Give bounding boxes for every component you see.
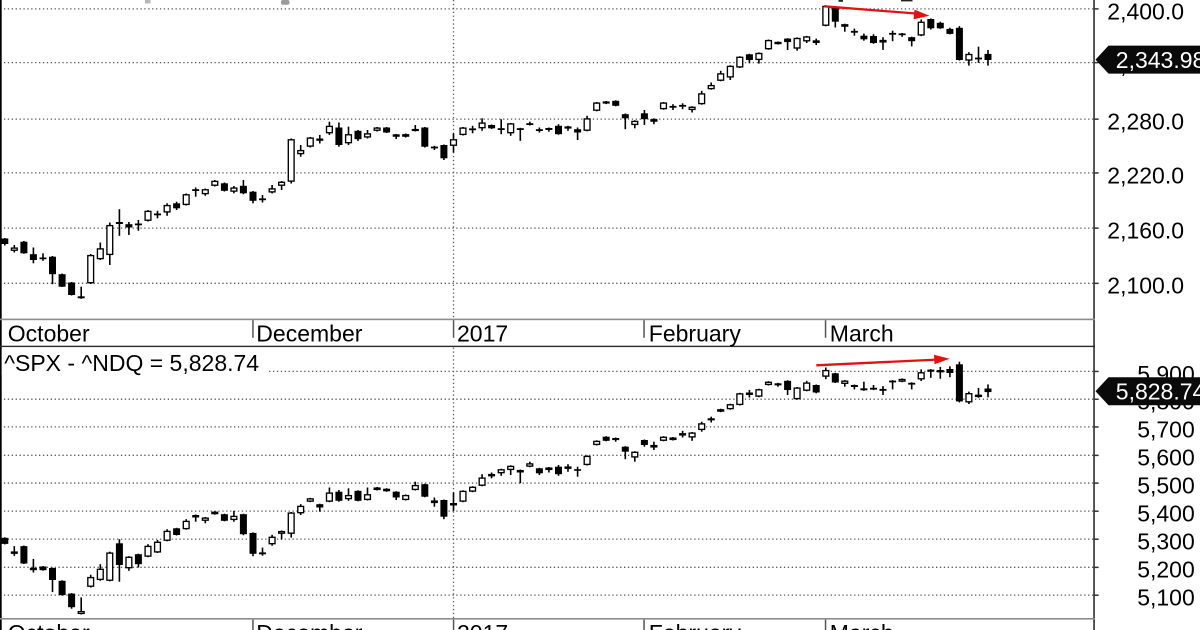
svg-text:2,160.0: 2,160.0 bbox=[1107, 218, 1184, 244]
svg-text:2,343.98: 2,343.98 bbox=[1116, 47, 1200, 73]
svg-text:February: February bbox=[649, 620, 742, 630]
svg-text:5,700: 5,700 bbox=[1137, 416, 1195, 442]
svg-text:2017: 2017 bbox=[457, 321, 508, 347]
svg-text:2017: 2017 bbox=[457, 620, 508, 630]
svg-text:2,280.0: 2,280.0 bbox=[1107, 109, 1184, 135]
svg-text:October: October bbox=[8, 321, 90, 347]
svg-text:^SPX - ^NDQ = 5,828.74: ^SPX - ^NDQ = 5,828.74 bbox=[4, 350, 259, 376]
svg-text:2,400.0: 2,400.0 bbox=[1107, 0, 1184, 24]
svg-text:October: October bbox=[8, 620, 90, 630]
svg-text:5,200: 5,200 bbox=[1137, 557, 1195, 583]
svg-text:5,600: 5,600 bbox=[1137, 445, 1195, 471]
svg-text:December: December bbox=[256, 321, 362, 347]
svg-text:February: February bbox=[649, 321, 742, 347]
svg-text:5,300: 5,300 bbox=[1137, 529, 1195, 555]
svg-text:December: December bbox=[256, 620, 362, 630]
svg-text:5,500: 5,500 bbox=[1137, 472, 1195, 498]
svg-text:March: March bbox=[830, 620, 894, 630]
svg-text:5,828.74: 5,828.74 bbox=[1116, 379, 1200, 405]
svg-text:2,220.0: 2,220.0 bbox=[1107, 162, 1184, 188]
svg-text:5,400: 5,400 bbox=[1137, 501, 1195, 527]
svg-text:March: March bbox=[830, 321, 894, 347]
svg-text:5,100: 5,100 bbox=[1137, 585, 1195, 611]
svg-text:2,100.0: 2,100.0 bbox=[1107, 273, 1184, 299]
